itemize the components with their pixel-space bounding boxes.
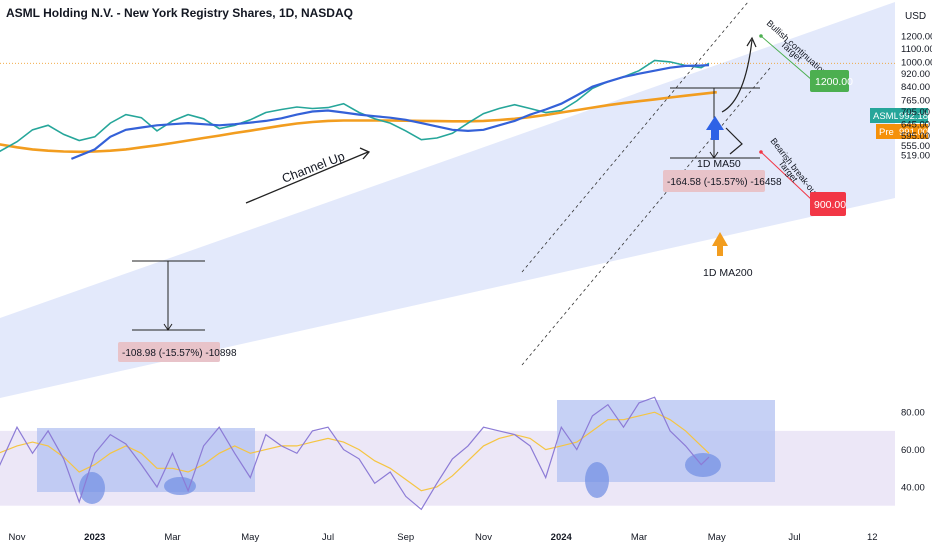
drop2-arrow	[709, 151, 719, 159]
rsi-highlight-boxes	[37, 400, 775, 504]
time-tick-label: Mar	[631, 532, 647, 543]
currency-label: USD	[905, 11, 926, 22]
rsi-ma-line	[0, 411, 710, 492]
ma200-marker-arrow	[712, 232, 728, 256]
drop1-label-bg	[118, 342, 220, 362]
pre-label: Pre	[879, 127, 894, 138]
ma50-marker-arrow	[706, 116, 724, 140]
last-price-badge: ASML 992.18	[870, 108, 928, 123]
last-ticker: ASML	[873, 111, 899, 122]
rsi-line	[0, 396, 710, 511]
price-tick-label: 765.00	[901, 95, 930, 106]
ma200-label: 1D MA200	[703, 267, 753, 279]
ma200-line	[0, 90, 717, 154]
target-up-badge: 1200.00	[810, 70, 853, 92]
time-tick-label: Nov	[475, 532, 492, 543]
time-tick-label: May	[241, 532, 259, 543]
rsi-oversold-circle-3	[585, 462, 609, 498]
target-down-badge: 900.00	[810, 192, 846, 216]
time-tick-label: Nov	[9, 532, 26, 543]
price-tick-label: 840.00	[901, 82, 930, 93]
price-tick-label: 645.00	[901, 120, 930, 131]
bull-target-dot	[759, 34, 763, 38]
time-tick-label: 12	[867, 532, 878, 543]
ma50-line	[70, 64, 710, 160]
bullish-projection-arrow	[721, 39, 753, 113]
price-tick-label: 555.00	[901, 141, 930, 152]
time-tick-label: Jul	[788, 532, 800, 543]
target-down-label: 900.00	[814, 199, 846, 211]
price-tick-label: 519.00	[901, 151, 930, 162]
channel-arrow	[245, 151, 369, 204]
rsi-oversold-circle-1	[79, 472, 105, 504]
price-tick-label: 920.00	[901, 69, 930, 80]
rsi-box-left	[37, 428, 255, 492]
rsi-oversold-circle-2	[164, 477, 196, 495]
price-tick-label: 1000.00	[901, 57, 932, 68]
pre-price-badge: Pre 991.00	[876, 124, 928, 139]
price-tick-label: 595.00	[901, 131, 930, 142]
time-axis[interactable]: Nov 2023 Mar May Jul Sep Nov 2024 Mar May Jul 12	[9, 532, 878, 543]
time-tick-label: Sep	[397, 532, 414, 543]
time-tick-label: Mar	[164, 532, 180, 543]
rsi-tick-label: 80.00	[901, 408, 925, 419]
drop2-label-box: -164.58 (-15.57%) -16458	[663, 170, 782, 192]
channel-up	[0, 2, 895, 398]
time-tick-label: May	[708, 532, 726, 543]
last-ticker-bg	[870, 108, 898, 123]
target-up-bg	[810, 70, 849, 92]
last-price-bg	[898, 108, 928, 123]
price-tick-label: 1200.00	[901, 32, 932, 43]
drop1-label-box: -108.98 (-15.57%) -10898	[118, 342, 237, 362]
bearish-projection-arrow	[725, 127, 743, 155]
time-tick-label: 2023	[84, 532, 105, 543]
chart-title: ASML Holding N.V. - New York Registry Sh…	[6, 6, 353, 20]
pre-price-bg	[898, 124, 928, 139]
drop2-label-bg	[663, 170, 765, 192]
inner-channel-lower	[521, 67, 771, 366]
pre-price: 991.00	[899, 127, 928, 138]
drop2-label: -164.58 (-15.57%) -16458	[667, 177, 782, 188]
rsi-tick-label: 40.00	[901, 483, 925, 494]
time-tick-label: 2024	[551, 532, 573, 543]
target-up-label: 1200.00	[815, 76, 853, 88]
pre-label-bg	[876, 124, 898, 139]
drawings	[132, 1, 813, 366]
price-tick-label: 1100.00	[901, 44, 932, 55]
price-tick-label: 705.00	[901, 107, 930, 118]
bull-target-connector	[760, 35, 813, 81]
inner-channel-upper	[521, 1, 749, 273]
target-down-bg	[810, 192, 846, 216]
bear-target-dot	[759, 150, 763, 154]
rsi-oversold-circle-4	[685, 453, 721, 477]
bear-target-connector	[760, 151, 813, 201]
time-tick-label: Jul	[322, 532, 334, 543]
channel-arrow-head	[359, 147, 371, 160]
drop1-label: -108.98 (-15.57%) -10898	[122, 348, 237, 359]
last-price: 992.18	[899, 111, 928, 122]
rsi-axis[interactable]: 40.00 60.00 80.00	[901, 408, 925, 494]
ma50-label: 1D MA50	[697, 158, 741, 170]
rsi-tick-label: 60.00	[901, 445, 925, 456]
drop1-arrow	[163, 323, 173, 331]
bullish-projection-arrow-head	[746, 36, 757, 48]
